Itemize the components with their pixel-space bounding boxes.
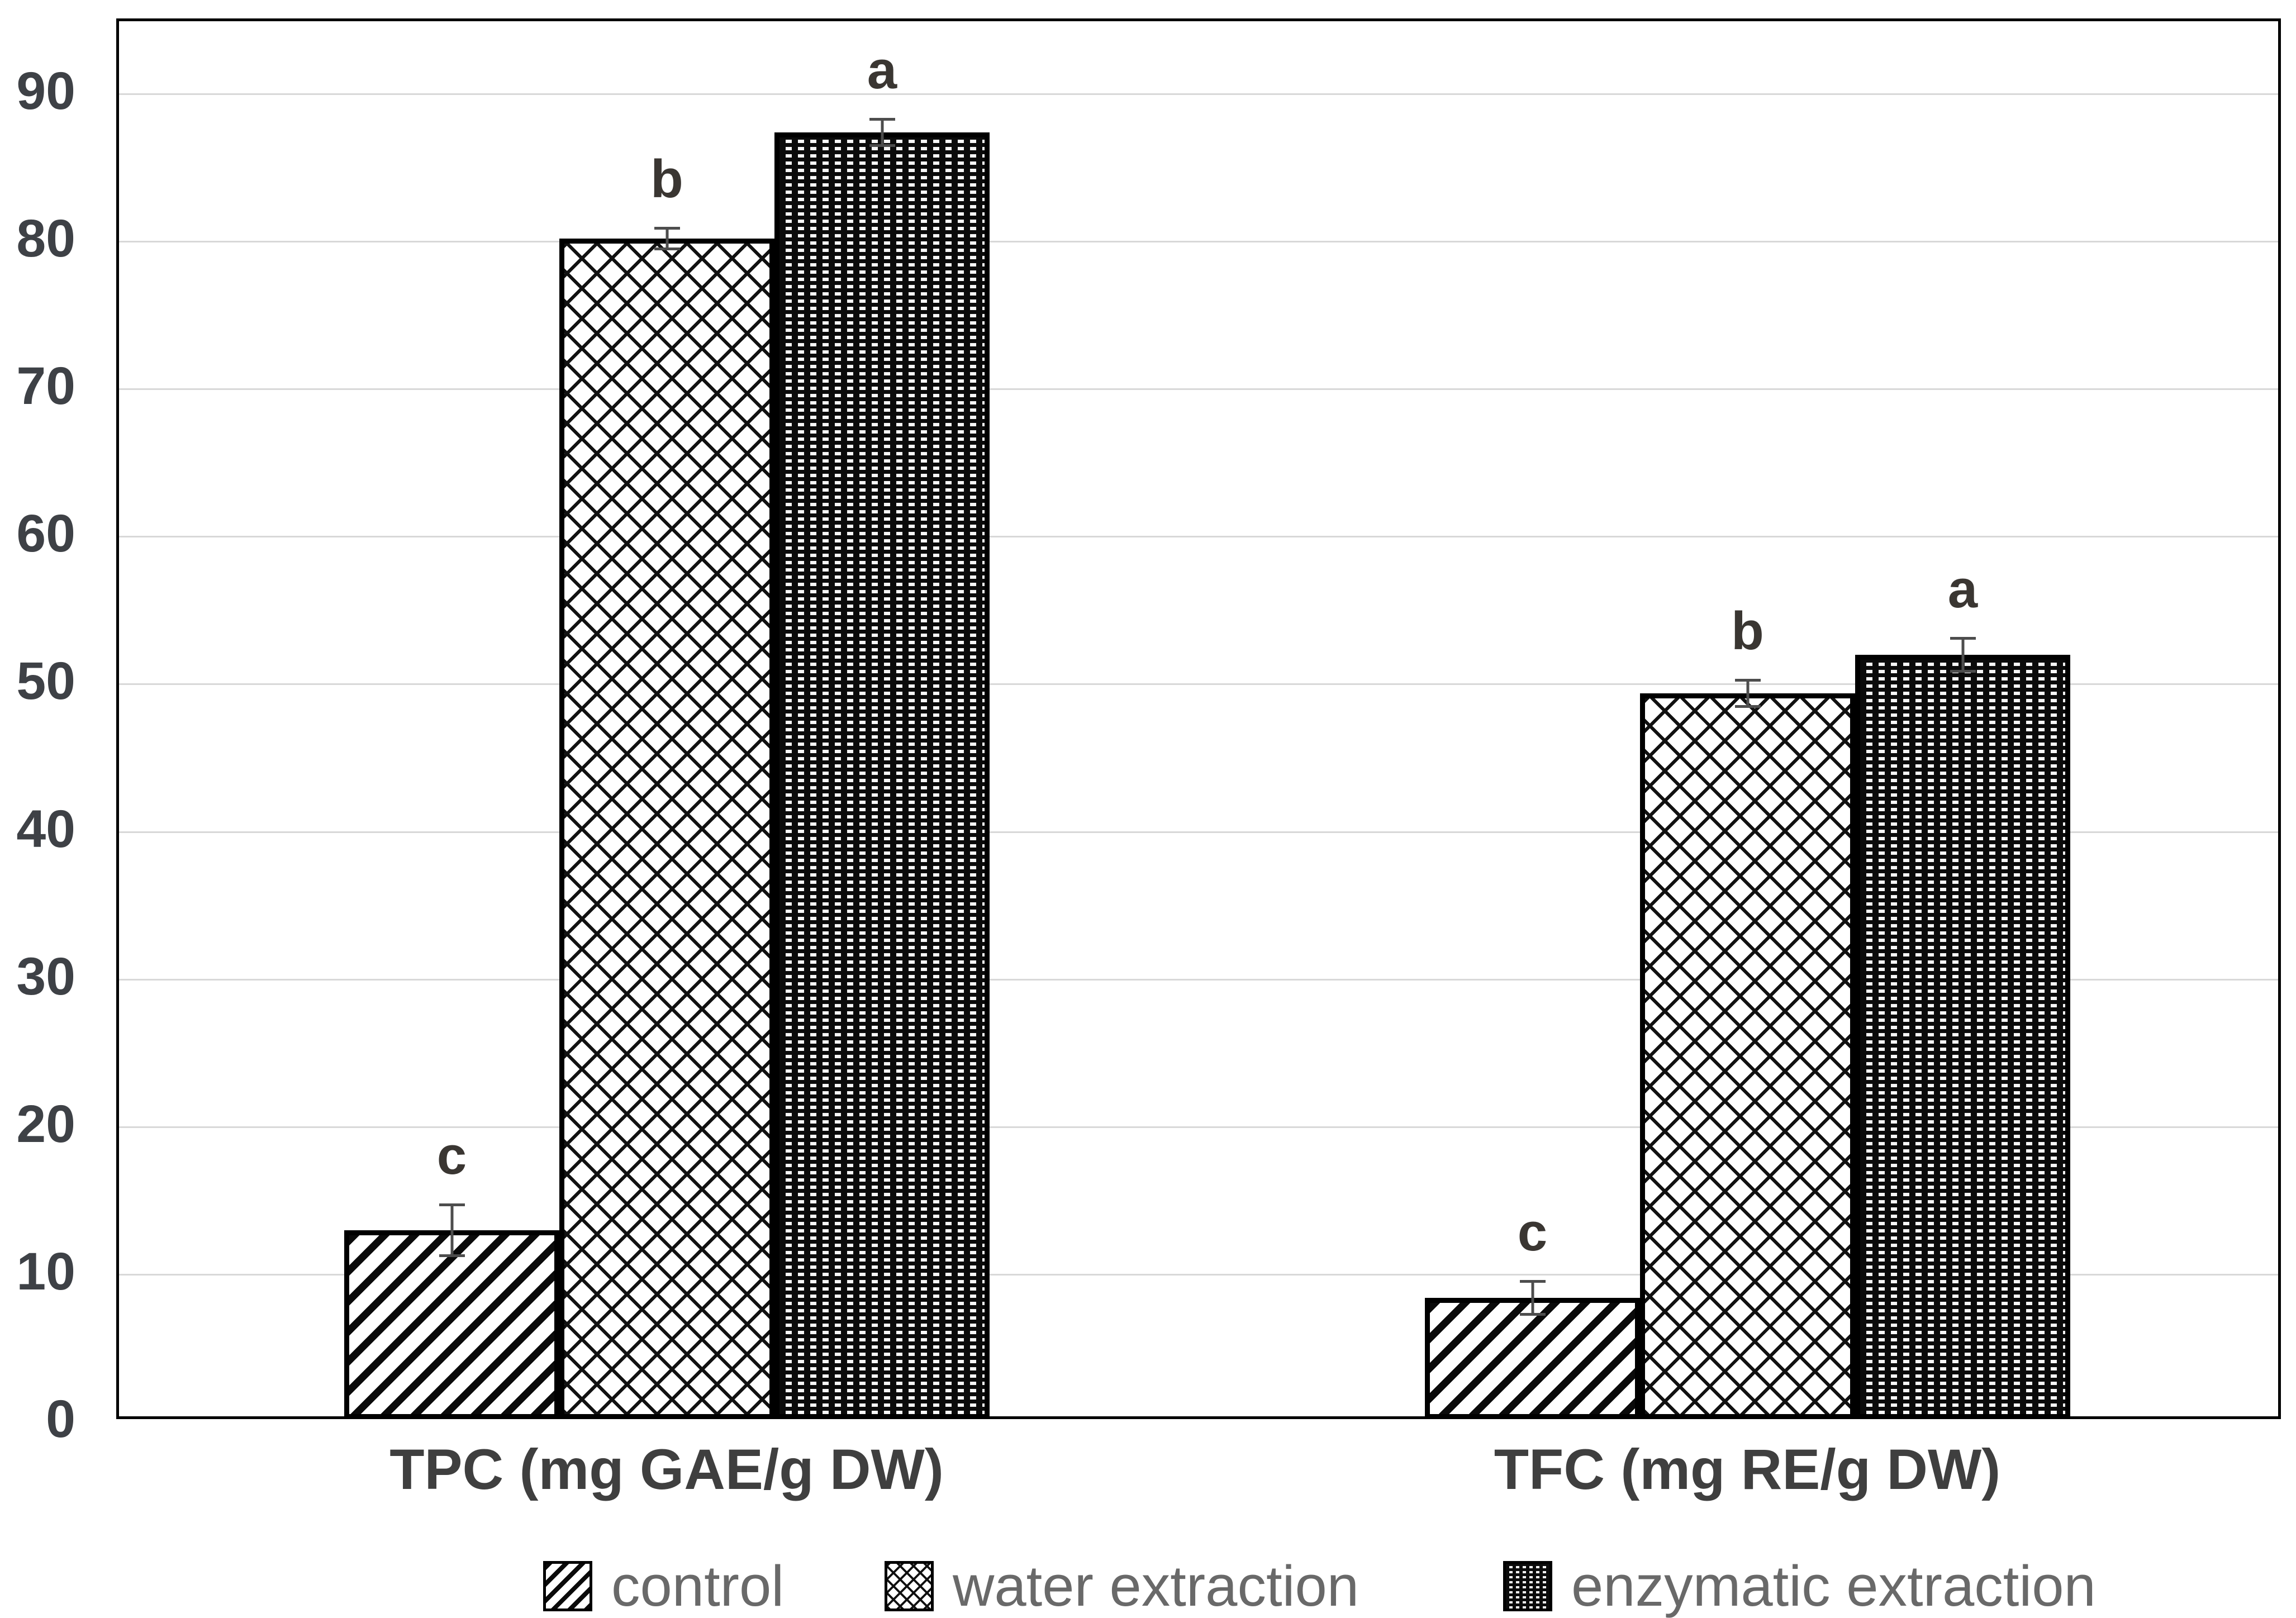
error-bar xyxy=(1734,679,1761,708)
error-bar-cap-top xyxy=(439,1203,465,1206)
y-tick-label-70: 70 xyxy=(16,356,75,416)
bar-water-extraction-tpc xyxy=(559,239,774,1419)
error-bar-cap-bottom xyxy=(1734,705,1761,708)
error-bar-cap-bottom xyxy=(439,1254,465,1257)
y-tick-label-60: 60 xyxy=(16,504,75,564)
significance-letter: b xyxy=(650,149,683,209)
category-label-tfc: TFC (mg RE/g DW) xyxy=(1494,1438,2001,1501)
error-bar-cap-top xyxy=(1950,637,1976,640)
gridline-20 xyxy=(119,1126,2278,1128)
y-tick-label-0: 0 xyxy=(46,1389,75,1449)
legend-swatch-diagonal-stripe-icon xyxy=(543,1561,592,1611)
error-bar-line xyxy=(1746,679,1749,708)
gridline-60 xyxy=(119,536,2278,538)
error-bar-line xyxy=(881,118,883,147)
significance-letter: c xyxy=(1517,1202,1548,1262)
error-bar-cap-top xyxy=(869,118,895,121)
error-bar-cap-bottom xyxy=(869,144,895,147)
error-bar xyxy=(654,227,680,250)
bar-control-tfc xyxy=(1425,1298,1640,1419)
y-tick-label-50: 50 xyxy=(16,651,75,711)
error-bar-line xyxy=(1961,637,1964,673)
y-tick-label-40: 40 xyxy=(16,799,75,859)
legend-label-enzymatic-extraction: enzymatic extraction xyxy=(1571,1554,2096,1618)
error-bar xyxy=(869,118,895,147)
error-bar xyxy=(1950,637,1976,673)
significance-letter: c xyxy=(436,1126,467,1186)
error-bar-line xyxy=(450,1203,453,1257)
gridline-90 xyxy=(119,93,2278,95)
category-label-tpc: TPC (mg GAE/g DW) xyxy=(389,1438,944,1501)
error-bar-cap-bottom xyxy=(654,248,680,250)
gridline-80 xyxy=(119,241,2278,243)
error-bar-cap-top xyxy=(654,227,680,230)
significance-letter: b xyxy=(1731,601,1764,661)
y-tick-label-80: 80 xyxy=(16,209,75,269)
y-tick-label-30: 30 xyxy=(16,946,75,1006)
error-bar-line xyxy=(665,227,668,250)
y-tick-label-20: 20 xyxy=(16,1094,75,1154)
legend-item-control: control xyxy=(543,1555,784,1617)
significance-letter: a xyxy=(867,40,897,100)
bar-control-tpc xyxy=(344,1230,559,1419)
error-bar-cap-top xyxy=(1734,679,1761,682)
bar-enzymatic-extraction-tfc xyxy=(1855,655,2070,1419)
error-bar-cap-top xyxy=(1519,1280,1546,1283)
bar-water-extraction-tfc xyxy=(1640,693,1855,1419)
gridline-70 xyxy=(119,388,2278,391)
error-bar-cap-bottom xyxy=(1519,1313,1546,1316)
gridline-30 xyxy=(119,978,2278,981)
legend-item-water-extraction: water extraction xyxy=(885,1555,1359,1617)
y-tick-label-90: 90 xyxy=(16,61,75,121)
error-bar-cap-bottom xyxy=(1950,670,1976,673)
error-bar xyxy=(1519,1280,1546,1316)
gridline-10 xyxy=(119,1273,2278,1276)
significance-letter: a xyxy=(1947,559,1978,619)
legend-item-enzymatic-extraction: enzymatic extraction xyxy=(1503,1555,2096,1617)
y-tick-label-10: 10 xyxy=(16,1241,75,1301)
legend-label-control: control xyxy=(611,1554,785,1618)
gridline-40 xyxy=(119,831,2278,833)
legend-swatch-diamond-hatch-icon xyxy=(885,1561,934,1611)
gridline-50 xyxy=(119,683,2278,686)
error-bar-line xyxy=(1531,1280,1534,1316)
error-bar xyxy=(439,1203,465,1257)
legend-swatch-dot-grid-icon xyxy=(1503,1561,1552,1611)
bar-enzymatic-extraction-tpc xyxy=(774,132,990,1419)
legend-label-water-extraction: water extraction xyxy=(953,1554,1359,1618)
